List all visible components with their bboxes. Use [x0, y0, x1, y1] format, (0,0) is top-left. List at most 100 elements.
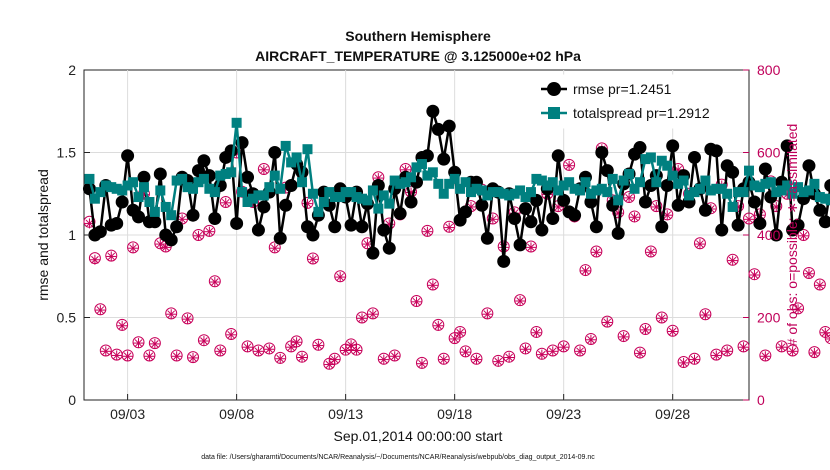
assimilated-obs-marker: [215, 346, 226, 357]
assimilated-obs-marker: [144, 351, 155, 362]
rmse-point: [93, 225, 107, 239]
totalspread-point: [351, 192, 362, 203]
totalspread-point: [689, 187, 700, 198]
assimilated-obs-stroke: [794, 305, 802, 314]
totalspread-point: [580, 177, 591, 188]
assimilated-obs-marker: [744, 214, 754, 225]
rmse-point: [524, 215, 538, 229]
assimilated-obs-marker: [95, 305, 106, 316]
rmse-point: [638, 195, 652, 209]
assimilated-obs-stroke: [123, 352, 132, 361]
assimilated-obs-stroke: [701, 311, 710, 319]
assimilated-obs-stroke: [85, 219, 94, 228]
assimilated-obs-marker: [389, 351, 400, 362]
rmse-point: [437, 152, 451, 166]
rmse-point: [480, 231, 494, 245]
totalspread-point: [362, 195, 373, 206]
assimilated-obs-stroke: [227, 330, 236, 339]
x-tick-label: 09/23: [546, 406, 581, 422]
assimilated-obs-marker: [411, 296, 422, 307]
assimilated-obs-stroke: [434, 321, 443, 330]
assimilated-obs-stroke: [134, 339, 143, 347]
assimilated-obs-marker: [825, 335, 830, 343]
rmse-point: [268, 146, 282, 159]
rmse-point: [431, 122, 445, 136]
totalspread-point: [564, 177, 575, 188]
rmse-point: [355, 220, 369, 234]
totalspread-point: [444, 178, 455, 189]
assimilated-obs-stroke: [151, 340, 159, 348]
assimilated-obs-stroke: [450, 335, 459, 343]
totalspread-point: [427, 167, 438, 178]
assimilated-obs-stroke: [505, 353, 514, 362]
totalspread-point: [487, 187, 498, 198]
assimilated-obs-stroke: [292, 338, 301, 347]
totalspread-point: [498, 188, 509, 199]
legend-spread-marker: [548, 107, 560, 119]
assimilated-obs-marker: [111, 350, 122, 361]
assimilated-obs-marker: [122, 351, 133, 362]
x-tick-label: 09/13: [328, 406, 363, 422]
rmse-point: [475, 198, 489, 212]
assimilated-obs-stroke: [483, 310, 492, 319]
assimilated-obs-marker: [689, 354, 700, 365]
legend-spread-label: totalspread pr=1.2912: [573, 105, 710, 121]
totalspread-point: [705, 185, 716, 196]
totalspread-point: [400, 177, 411, 188]
assimilated-obs-stroke: [200, 337, 208, 345]
totalspread-point: [656, 155, 667, 166]
assimilated-obs-marker: [100, 346, 111, 357]
assimilated-obs-marker: [117, 320, 128, 331]
totalspread-point: [667, 170, 678, 181]
assimilated-obs-stroke: [101, 347, 110, 356]
x-tick-label: 09/28: [655, 406, 690, 422]
rmse-point: [513, 238, 527, 252]
assimilated-obs-stroke: [696, 240, 704, 248]
rmse-point: [780, 139, 794, 153]
assimilated-obs-marker: [133, 338, 144, 349]
totalspread-point: [106, 182, 117, 193]
rmse-point: [726, 165, 740, 179]
assimilated-obs-stroke: [216, 347, 225, 356]
totalspread-point: [302, 144, 313, 155]
assimilated-obs-marker: [624, 192, 635, 203]
assimilated-obs-stroke: [816, 281, 824, 290]
rmse-point: [497, 254, 511, 268]
assimilated-obs-marker: [291, 337, 302, 348]
assimilated-obs-stroke: [129, 244, 137, 253]
assimilated-obs-stroke: [260, 165, 268, 174]
totalspread-point: [536, 175, 547, 186]
rmse-point: [306, 228, 320, 242]
assimilated-obs-stroke: [690, 355, 699, 364]
totalspread-point: [373, 203, 384, 214]
totalspread-point: [111, 183, 122, 194]
totalspread-point: [798, 187, 809, 198]
assimilated-obs-marker: [536, 349, 547, 360]
assimilated-obs-stroke: [205, 227, 214, 236]
assimilated-obs-marker: [814, 280, 825, 291]
rmse-point: [813, 203, 827, 217]
totalspread-point: [117, 185, 128, 196]
assimilated-obs-stroke: [679, 359, 688, 367]
totalspread-point: [307, 188, 318, 199]
totalspread-point: [335, 192, 346, 203]
assimilated-obs-stroke: [668, 327, 677, 336]
totalspread-point: [553, 185, 564, 196]
y-tick-label: 1.5: [57, 145, 77, 161]
assimilated-obs-marker: [515, 296, 526, 306]
totalspread-point: [188, 183, 199, 194]
totalspread-point: [84, 173, 95, 184]
y2-tick-label: 800: [757, 62, 781, 78]
x-axis-label: Sep.01,2014 00:00:00 start: [334, 428, 503, 444]
assimilated-obs-stroke: [826, 339, 830, 343]
assimilated-obs-stroke: [532, 328, 541, 337]
totalspread-point: [547, 177, 558, 188]
assimilated-obs-marker: [531, 327, 542, 338]
assimilated-obs-stroke: [777, 343, 786, 352]
totalspread-point: [449, 173, 460, 184]
assimilated-obs-stroke: [641, 326, 650, 334]
assimilated-obs-marker: [525, 242, 536, 253]
x-tick-label: 09/03: [110, 406, 145, 422]
rmse-point: [344, 218, 358, 232]
